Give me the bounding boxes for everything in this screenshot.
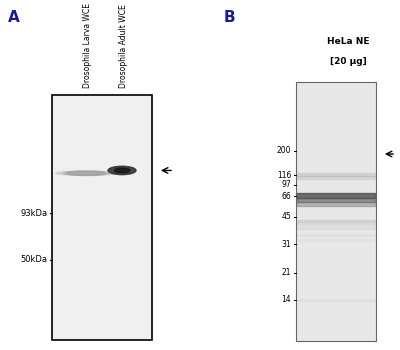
Bar	[297, 198, 375, 202]
Bar	[297, 176, 375, 179]
Text: 66: 66	[282, 192, 291, 201]
Ellipse shape	[114, 168, 130, 173]
Bar	[297, 239, 375, 241]
Text: 93kDa: 93kDa	[20, 209, 47, 218]
Bar	[297, 234, 375, 236]
Ellipse shape	[56, 171, 116, 175]
Text: [20 μg]: [20 μg]	[330, 57, 366, 66]
Bar	[297, 202, 375, 205]
Bar	[296, 82, 376, 341]
Text: 200: 200	[277, 146, 291, 155]
Bar	[52, 94, 152, 340]
Bar	[297, 219, 375, 222]
Text: A: A	[8, 10, 20, 26]
Text: 31: 31	[282, 240, 291, 248]
Bar	[297, 223, 375, 225]
Text: B: B	[224, 10, 236, 26]
Text: HeLa NE: HeLa NE	[327, 36, 369, 46]
Ellipse shape	[63, 171, 109, 175]
Bar	[297, 227, 375, 229]
Text: 21: 21	[282, 268, 291, 277]
Bar	[297, 299, 375, 301]
Text: 45: 45	[282, 212, 291, 222]
Text: 14: 14	[282, 295, 291, 304]
Ellipse shape	[108, 166, 136, 175]
Text: 116: 116	[277, 171, 291, 180]
Bar	[297, 193, 375, 198]
Bar	[297, 173, 375, 176]
Text: 50kDa: 50kDa	[20, 256, 47, 264]
Text: 97: 97	[282, 180, 291, 189]
Text: Drosophila Larva WCE: Drosophila Larva WCE	[84, 2, 92, 88]
Ellipse shape	[67, 171, 105, 175]
Text: Drosophila Adult WCE: Drosophila Adult WCE	[120, 4, 128, 87]
